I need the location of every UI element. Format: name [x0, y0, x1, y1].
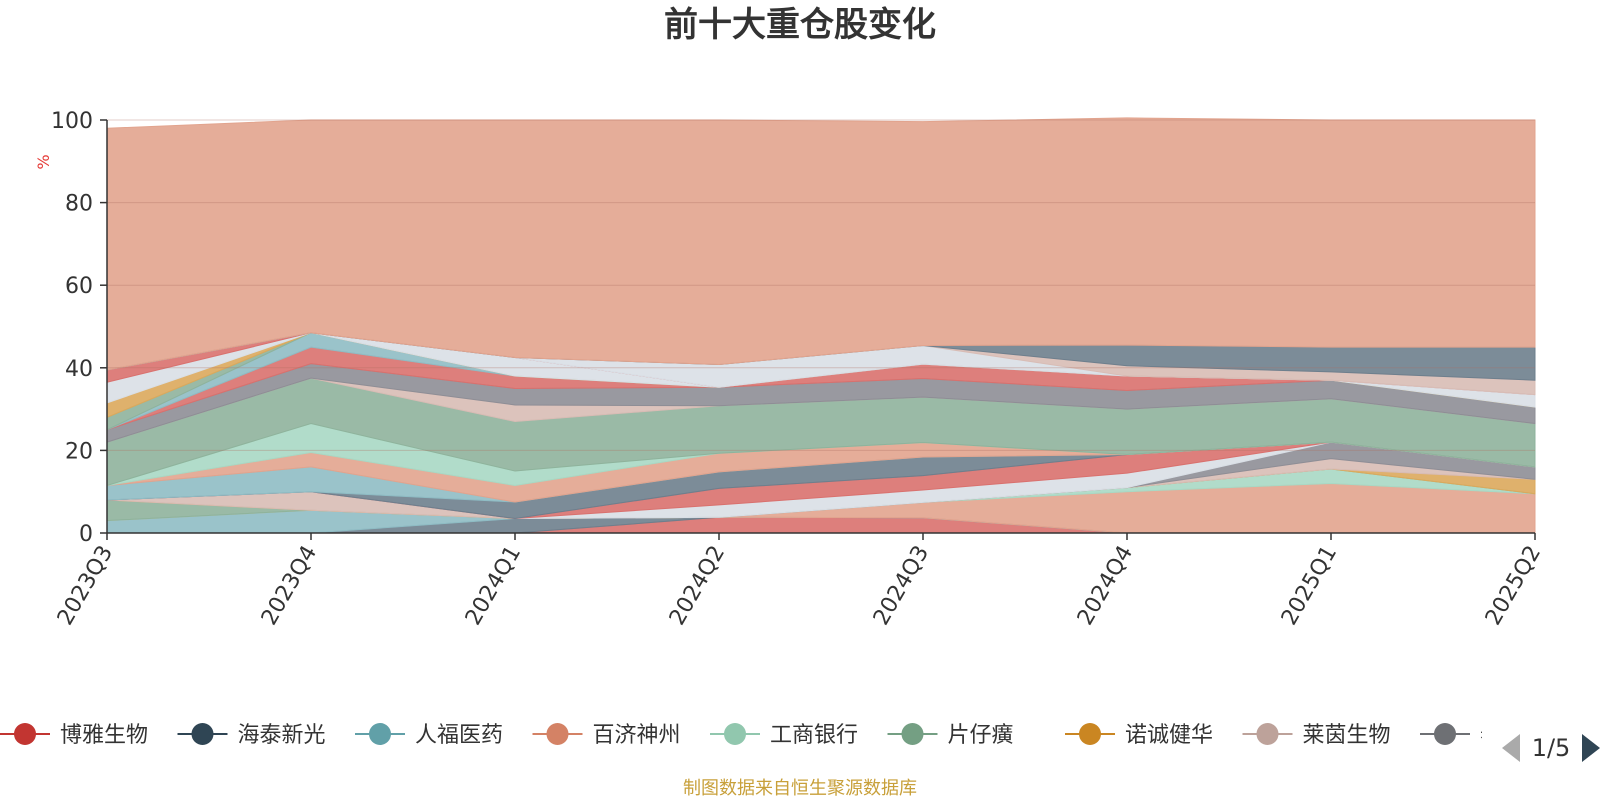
legend-circle-icon — [724, 723, 746, 745]
legend-label: 海泰新光 — [238, 723, 326, 748]
x-tick-label: 2024Q3 — [869, 542, 934, 630]
y-tick-label: 20 — [65, 439, 93, 464]
x-tick-label: 2023Q4 — [257, 542, 322, 630]
legend-item[interactable]: 博雅生物 — [0, 723, 148, 748]
legend-next-page-arrow[interactable] — [1582, 734, 1600, 762]
legend-item[interactable]: 片仔癀 — [887, 723, 1014, 748]
y-axis: 0 20 40 60 80 100 — [51, 109, 108, 547]
legend-item[interactable]: 百济神州 — [532, 723, 681, 748]
legend-circle-icon — [901, 723, 924, 745]
legend-label: 人福医药 — [415, 723, 503, 748]
legend-label: 泰格医药 — [1480, 723, 1568, 748]
x-tick-label: 2023Q3 — [53, 542, 118, 630]
legend-label: 诺诚健华 — [1125, 723, 1213, 748]
legend-item[interactable]: 工商银行 — [710, 723, 858, 748]
y-tick-label: 60 — [65, 274, 93, 299]
x-tick-label: 2024Q2 — [665, 542, 730, 630]
legend-label: 工商银行 — [770, 723, 858, 748]
legend-circle-icon — [369, 723, 391, 745]
x-tick-label: 2025Q2 — [1481, 542, 1546, 630]
legend: 博雅生物 海泰新光 人福医药 百济神州 工商银行 片仔癀 诺诚健华 莱茵生物 泰格医药 — [0, 723, 1568, 748]
x-axis: 2023Q3 2023Q4 2024Q1 2024Q2 2024Q3 2024Q4 2025… — [53, 532, 1546, 630]
legend-label: 莱茵生物 — [1303, 723, 1391, 748]
legend-page-indicator: 1/5 — [1532, 734, 1571, 762]
legend-label: 百济神州 — [593, 723, 681, 748]
y-axis-unit-label: % — [34, 154, 53, 169]
area-series-28 — [106, 117, 1536, 371]
x-tick-label: 2025Q1 — [1277, 542, 1342, 630]
y-tick-label: 0 — [79, 522, 93, 547]
legend-item[interactable]: 莱茵生物 — [1242, 723, 1391, 748]
legend-item[interactable]: 海泰新光 — [177, 723, 326, 748]
grid-lines — [107, 119, 1535, 451]
legend-circle-icon — [14, 723, 36, 745]
chart-title: 前十大重仓股变化 — [664, 5, 936, 45]
legend-circle-icon — [546, 723, 569, 745]
x-tick-label: 2024Q1 — [461, 542, 526, 630]
legend-items: 博雅生物 海泰新光 人福医药 百济神州 工商银行 片仔癀 诺诚健华 莱茵生物 泰格医药 — [0, 723, 1568, 748]
legend-circle-icon — [1256, 723, 1279, 745]
legend-item[interactable]: 诺诚健华 — [1065, 723, 1213, 748]
legend-prev-page-arrow[interactable] — [1502, 734, 1520, 762]
x-tick-label: 2024Q4 — [1073, 542, 1138, 630]
legend-circle-icon — [1434, 723, 1456, 745]
legend-label: 博雅生物 — [60, 723, 148, 748]
y-tick-label: 40 — [65, 357, 93, 382]
legend-circle-icon — [1079, 723, 1101, 745]
legend-label: 片仔癀 — [948, 723, 1014, 748]
legend-item[interactable]: 人福医药 — [355, 723, 503, 748]
y-tick-label: 80 — [65, 192, 93, 217]
y-tick-label: 100 — [51, 109, 93, 134]
legend-circle-icon — [191, 723, 214, 745]
source-note: 制图数据来自恒生聚源数据库 — [683, 778, 917, 799]
area-series-layer — [106, 117, 1536, 534]
legend-item[interactable]: 泰格医药 — [1420, 723, 1568, 748]
